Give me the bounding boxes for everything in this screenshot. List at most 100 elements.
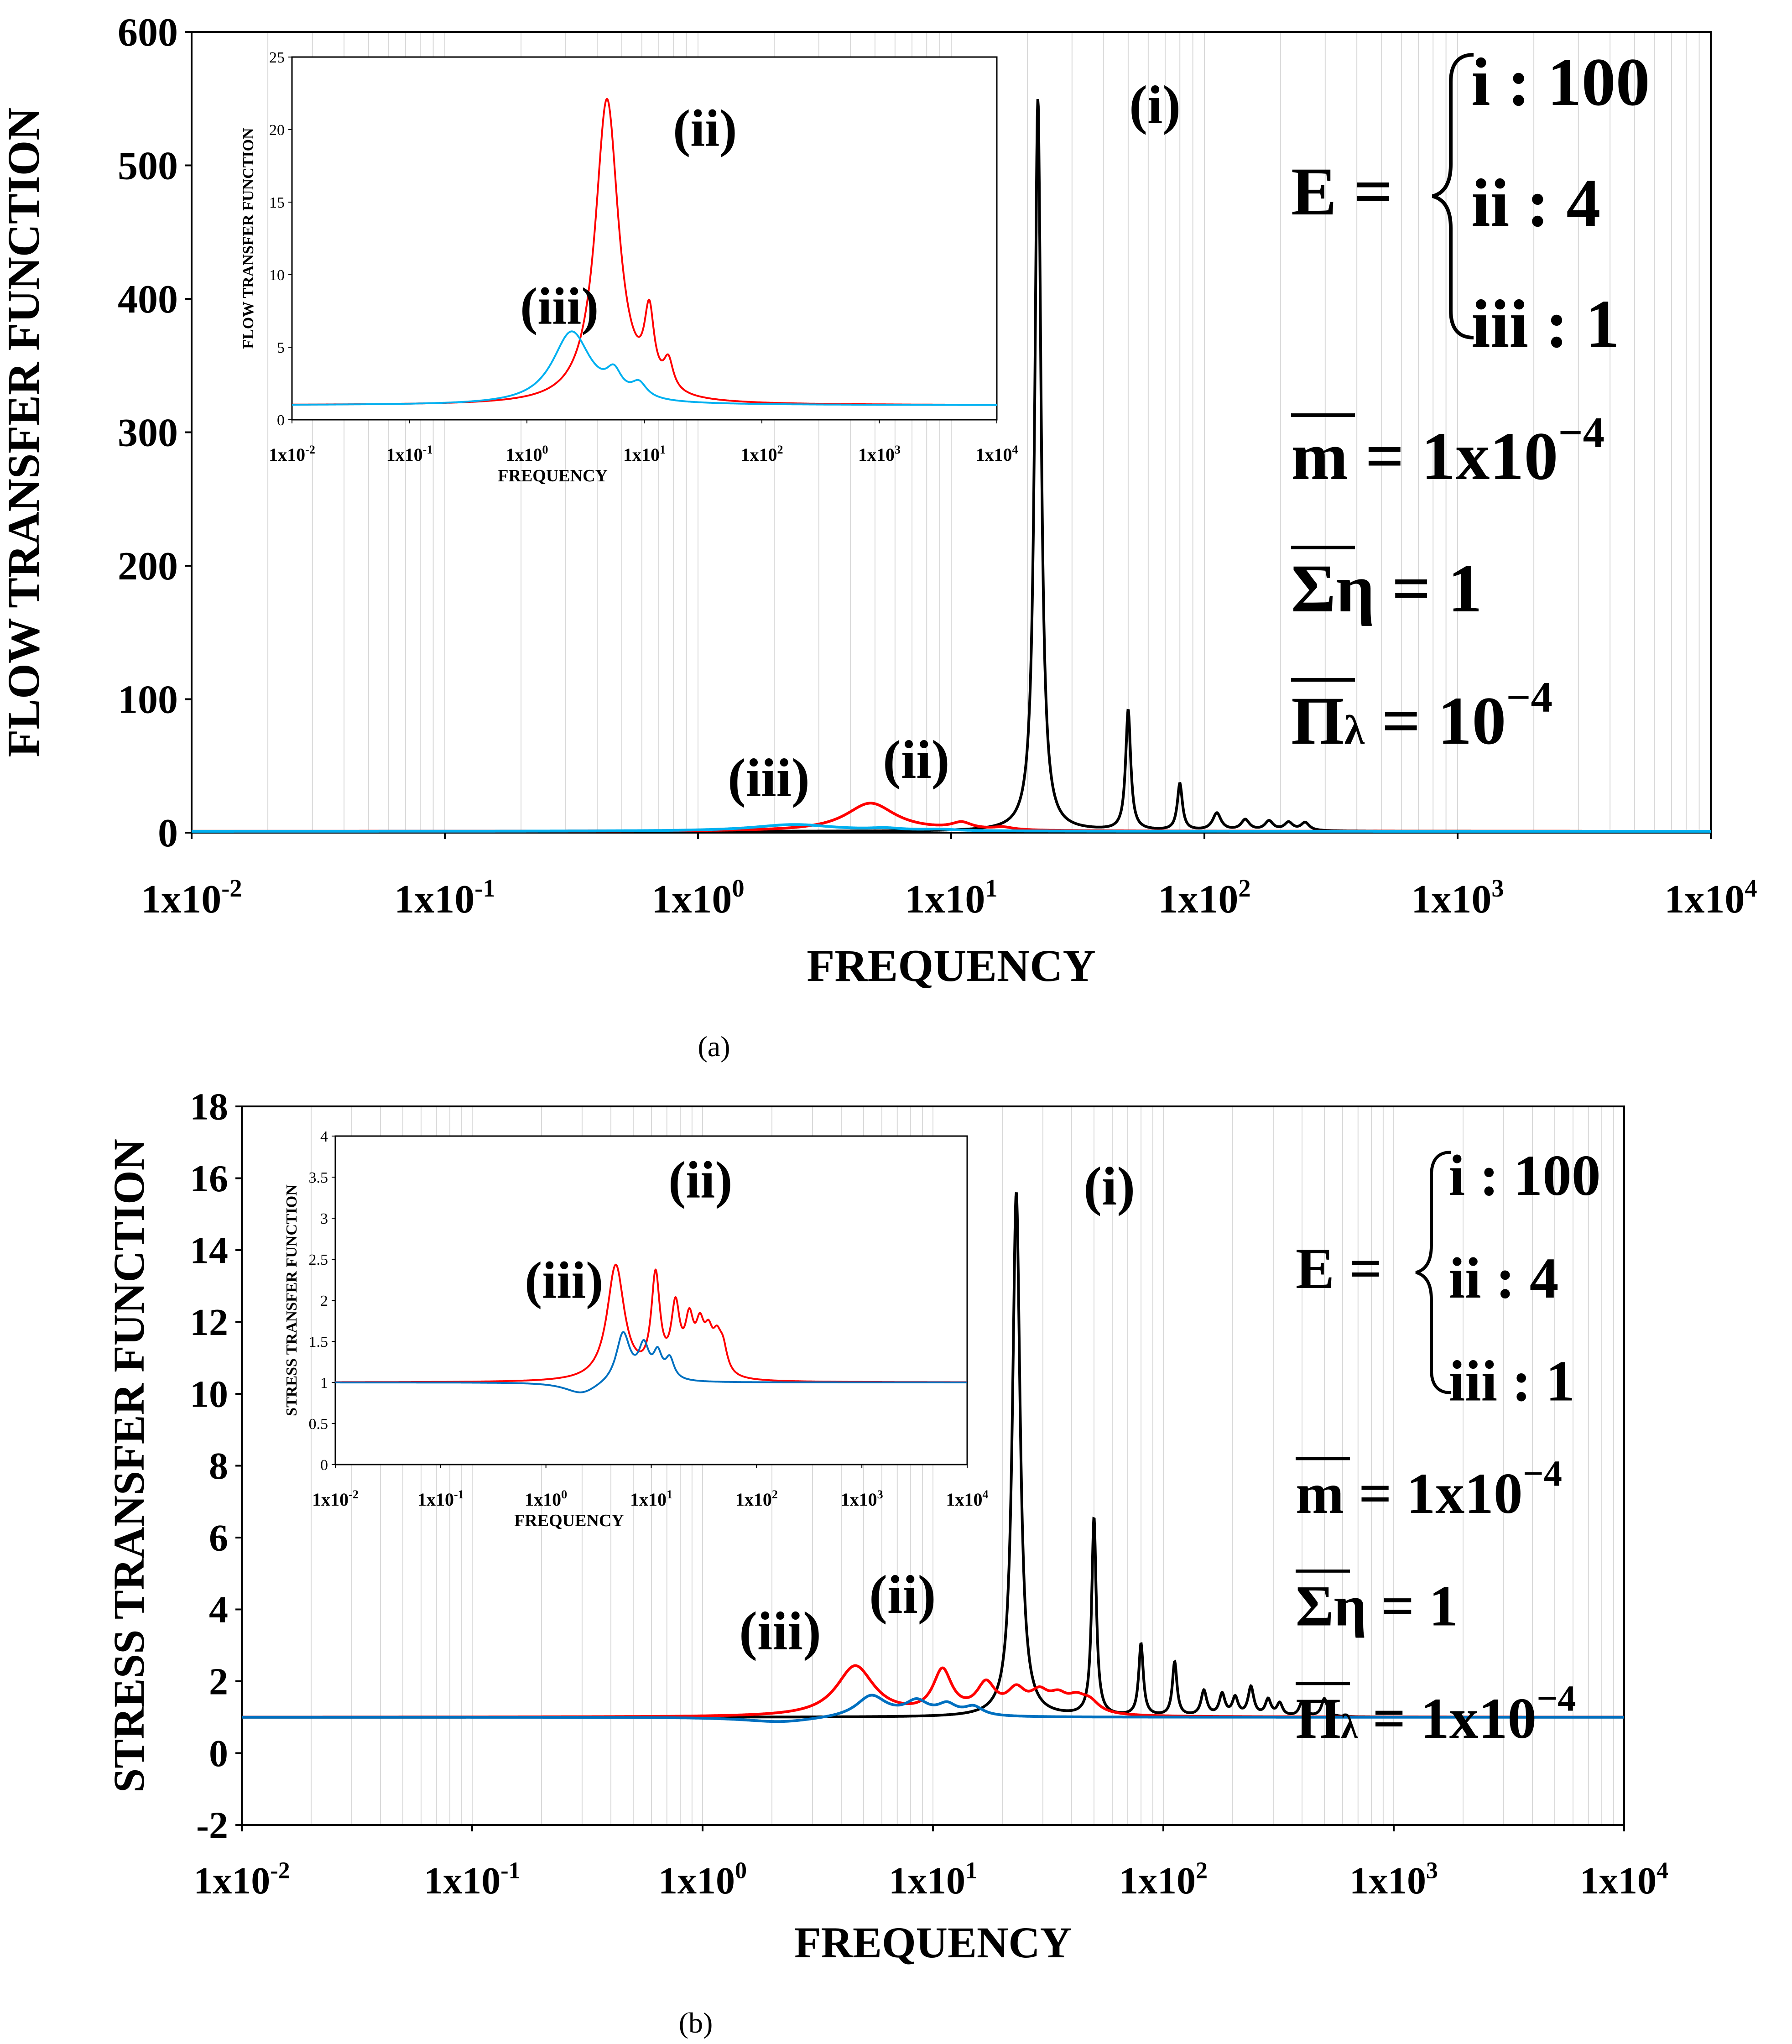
curve-label: (ii) [869,1564,936,1625]
x-tick-exp: 3 [1491,874,1504,902]
equation-case: iii : 1 [1471,286,1620,362]
inset-y-tick-label: 0 [320,1457,328,1474]
inset-x-tick-label: 1x10-2 [312,1488,359,1510]
inset-x-tick-label: 1x103 [858,443,901,465]
parameter-exponent: −4 [1523,1454,1562,1494]
x-tick-exp: 1 [965,1857,977,1883]
curve-label: (iii) [728,747,810,808]
inset-x-tick-exp: 0 [542,443,548,456]
curly-brace [1415,1151,1451,1394]
parameter-value: = 1x10 [1358,1686,1537,1751]
inset-x-tick-label: 1x10-2 [269,443,315,465]
x-tick-base: 1x10 [1119,1860,1196,1902]
inset-x-tick-base: 1x10 [630,1489,667,1510]
x-tick-base: 1x10 [905,877,985,922]
parameter-symbol: Σ [1296,1574,1334,1638]
y-tick-label: 300 [118,411,178,455]
y-tick-label: 600 [118,10,178,55]
y-tick-label: 0 [209,1732,228,1775]
equation-case: ii : 4 [1449,1246,1559,1310]
parameter-symbol: Π [1296,1686,1341,1751]
inset-x-tick-exp: 3 [895,443,901,456]
x-tick-label: 1x104 [1580,1857,1668,1902]
parameter-symbol: m [1296,1461,1344,1526]
inset-x-tick-label: 1x103 [841,1488,883,1510]
panel-label: (a) [698,1030,730,1063]
x-tick-exp: 3 [1426,1857,1438,1883]
inset-y-tick-label: 20 [269,122,285,139]
inset-x-tick-label: 1x100 [506,443,548,465]
parameter-symbol: Π [1291,683,1344,759]
inset-x-tick-base: 1x10 [858,444,895,465]
inset-y-tick-label: 2.5 [309,1251,328,1268]
y-tick-label: 14 [190,1230,228,1272]
x-tick-label: 1x101 [905,874,997,922]
equation-case: i : 100 [1471,44,1650,120]
inset-y-tick-label: 0 [277,412,285,429]
y-tick-label: 8 [209,1445,228,1487]
equation-case: ii : 4 [1471,165,1600,241]
inset-x-tick-exp: 1 [667,1488,672,1501]
inset-x-tick-label: 1x102 [735,1488,778,1510]
x-tick-base: 1x10 [193,1860,270,1902]
inset-curve-label: (iii) [520,277,599,335]
parameter-symbol: Σ [1291,551,1336,626]
y-tick-label: 200 [118,544,178,589]
parameter-block: E = i : 100 ii : 4 iii : 1 m = 1x10−4 Ση = 1 Π… [1291,44,1650,759]
inset-y-tick-label: 4 [320,1128,328,1145]
inset-x-tick-label: 1x104 [976,443,1018,465]
y-tick-label: 10 [190,1373,228,1416]
x-tick-base: 1x10 [424,1860,500,1902]
x-axis-label: FREQUENCY [794,1918,1072,1967]
x-tick-base: 1x10 [1664,877,1745,922]
inset-frame [291,56,998,421]
x-tick-exp: 4 [1745,874,1757,902]
inset-x-tick-base: 1x10 [506,444,542,465]
y-tick-label: 100 [118,678,178,722]
inset-x-tick-exp: 1 [660,443,666,456]
parameter-expression: Πλ = 1x10−4 [1296,1679,1576,1751]
x-tick-base: 1x10 [889,1860,965,1902]
parameter-value: = 1x10 [1344,1461,1522,1526]
x-tick-label: 1x10-1 [424,1857,520,1902]
y-tick-label: 400 [118,277,178,322]
inset-x-tick-label: 1x100 [525,1488,567,1510]
inset-curve-label: (ii) [668,1151,733,1209]
inset-y-tick-label: 2 [320,1293,328,1309]
x-tick-label: 1x104 [1664,874,1757,922]
parameter-value: η = 1 [1336,551,1482,626]
parameter-exponent: −4 [1558,408,1604,457]
y-tick-label: 18 [190,1086,228,1128]
inset-y-tick-label: 1.5 [309,1334,328,1350]
inset-x-tick-exp: 0 [561,1488,567,1501]
equation-lhs: E = [1291,154,1393,229]
parameter-value: = 1x10 [1348,418,1558,494]
inset-x-tick-base: 1x10 [735,1489,772,1510]
inset-curve-label: (ii) [673,99,737,157]
parameter-exponent: −4 [1506,673,1552,721]
inset-x-tick-exp: -2 [349,1488,359,1501]
inset-series-line-3 [292,330,997,406]
inset-x-tick-exp: 3 [877,1488,883,1501]
parameter-subscript: λ [1344,708,1365,753]
panel-label: (b) [679,2007,713,2039]
x-tick-base: 1x10 [1580,1860,1657,1902]
x-tick-exp: 0 [732,874,744,902]
x-tick-exp: 2 [1238,874,1250,902]
x-tick-exp: 4 [1657,1857,1668,1883]
x-tick-label: 1x102 [1158,874,1250,922]
inset-x-tick-exp: 2 [772,1488,778,1501]
x-tick-exp: 0 [735,1857,747,1883]
inset-x-tick-exp: -1 [423,443,433,456]
inset-x-tick-base: 1x10 [841,1489,877,1510]
y-tick-label: 2 [209,1661,228,1703]
inset-y-tick-label: 25 [269,49,285,66]
inset-y-tick-label: 1 [320,1375,328,1392]
parameter-expression: m = 1x10−4 [1291,408,1604,494]
curly-brace [1432,53,1474,339]
inset-x-tick-label: 1x102 [741,443,783,465]
inset-x-tick-base: 1x10 [269,444,305,465]
inset-x-tick-base: 1x10 [741,444,777,465]
parameter-subscript: λ [1341,1707,1358,1746]
